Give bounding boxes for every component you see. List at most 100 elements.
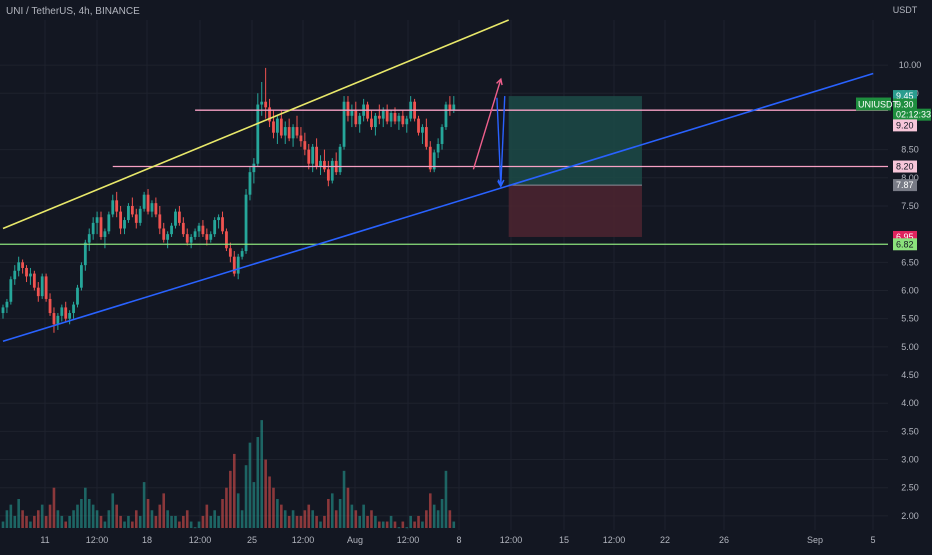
volume-bar	[127, 515, 130, 528]
take-profit-zone	[508, 96, 642, 186]
projection-arrow	[472, 78, 502, 170]
projection-arrow	[500, 96, 506, 186]
candle-body	[162, 228, 166, 240]
candle-body	[350, 110, 354, 116]
position-zones	[508, 96, 642, 237]
candle-body	[80, 265, 83, 288]
volume-bar	[319, 521, 322, 528]
candle-body	[189, 236, 193, 243]
volume-bar	[201, 515, 205, 528]
candle-body	[283, 127, 287, 136]
y-tick-label: 2.00	[901, 511, 919, 521]
candle-body	[150, 203, 154, 212]
x-tick-label: 8	[456, 535, 461, 545]
volume-bar	[154, 515, 158, 528]
x-tick-label: 12:00	[603, 535, 626, 545]
volume-bar	[229, 470, 232, 528]
candle-body	[72, 304, 75, 314]
y-tick-label: 3.00	[901, 455, 919, 465]
x-tick-label: 12:00	[500, 535, 523, 545]
volume-bar	[25, 515, 28, 528]
volume-bar	[91, 504, 95, 528]
y-tick-label: 5.50	[901, 314, 919, 324]
candle-body	[428, 146, 432, 170]
candle-body	[279, 118, 283, 136]
candle-body	[397, 115, 401, 122]
candle-body	[44, 276, 48, 299]
volume-bar	[170, 515, 173, 528]
candle-body	[240, 251, 244, 257]
candle-body	[221, 217, 224, 232]
volume-bar	[256, 437, 260, 528]
volume-bar	[421, 521, 424, 528]
volume-bar	[29, 521, 32, 528]
volume-bar	[452, 521, 456, 528]
candle-body	[358, 115, 362, 125]
candle-body	[197, 225, 201, 232]
volume-bar	[48, 504, 52, 528]
candle-body	[436, 143, 440, 153]
volume-bar	[362, 504, 365, 528]
x-tick-label: 25	[247, 535, 257, 545]
x-tick-label: 11	[40, 535, 49, 545]
candle-body	[338, 146, 342, 173]
projection-arrow	[496, 97, 502, 187]
candle-body	[68, 313, 72, 319]
x-tick-label: 12:00	[292, 535, 315, 545]
candle-body	[127, 205, 130, 221]
volume-bar	[178, 521, 181, 528]
candle-body	[366, 104, 369, 119]
volume-bar	[197, 521, 201, 528]
price-tag-label: 9.30	[896, 100, 914, 110]
candle-body	[134, 214, 138, 223]
volume-bar	[436, 510, 440, 528]
volume-bar	[260, 420, 264, 528]
price-tag	[893, 160, 917, 173]
volume-bar	[138, 515, 142, 528]
candle-body	[52, 313, 56, 325]
volume-bar	[52, 487, 56, 528]
candle-body	[256, 104, 260, 164]
candle-body	[1, 307, 5, 314]
x-tick-label: 12:00	[397, 535, 420, 545]
candle-body	[185, 234, 189, 243]
volume-bar	[291, 510, 295, 528]
volume-bar	[213, 510, 216, 528]
candle-body	[25, 267, 28, 277]
volume-bar	[299, 515, 303, 528]
candle-body	[154, 203, 158, 215]
volume-bar	[401, 521, 405, 528]
volume-bar	[330, 493, 334, 528]
x-tick-label: 18	[142, 535, 152, 545]
volume-bars	[1, 420, 456, 529]
volume-bar	[80, 499, 83, 528]
candle-body	[193, 231, 197, 237]
price-tag	[893, 179, 917, 192]
candle-body	[5, 301, 9, 308]
y-tick-label: 5.00	[901, 342, 919, 352]
volume-bar	[334, 510, 338, 528]
volume-bar	[244, 465, 248, 528]
volume-bar	[1, 521, 5, 528]
candle-body	[76, 287, 79, 305]
volume-bar	[350, 504, 354, 528]
candle-body	[111, 200, 115, 215]
x-tick-label: 15	[559, 535, 569, 545]
x-tick-label: 12:00	[189, 535, 212, 545]
candle-body	[330, 160, 334, 181]
candle-body	[170, 225, 173, 235]
volume-bar	[354, 510, 358, 528]
volume-bar	[76, 504, 79, 528]
volume-bar	[33, 515, 36, 528]
candle-body	[40, 276, 44, 297]
volume-bar	[240, 510, 244, 528]
volume-bar	[444, 470, 448, 528]
candle-body	[385, 110, 389, 122]
price-tag-label: 9.45	[896, 91, 914, 101]
candle-body	[421, 127, 424, 133]
candle-body	[17, 262, 21, 271]
x-tick-label: 26	[719, 535, 729, 545]
candle-body	[260, 101, 264, 105]
